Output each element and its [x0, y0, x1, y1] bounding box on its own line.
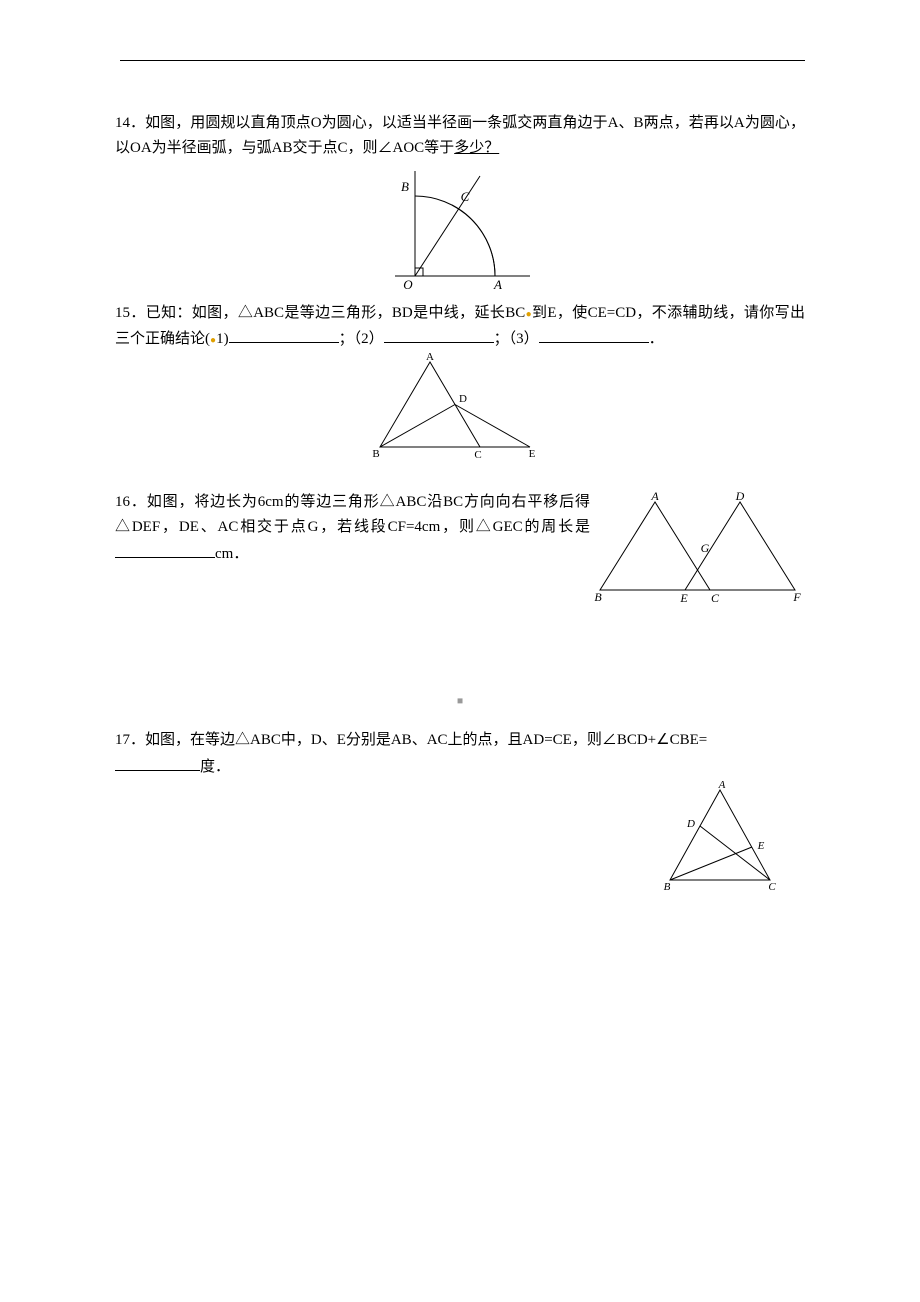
q15-label-b: B: [372, 448, 379, 460]
q16-label-a: A: [650, 490, 659, 503]
q14-diagram-wrapper: O A B C: [115, 161, 805, 291]
q14-label-a: A: [493, 277, 502, 291]
question-15: 15．已知：如图，△ABC是等边三角形，BD是中线，延长BC●到E，使CE=CD…: [115, 301, 805, 463]
q16-label-d: D: [735, 490, 745, 503]
q14-label-c: C: [461, 189, 470, 204]
q17-label-d: D: [686, 818, 695, 830]
q15-label-d: D: [459, 393, 467, 405]
q15-semi2: ；: [494, 331, 509, 347]
q15-diagram-wrapper: A B C D E: [115, 352, 805, 462]
q17-blank: [115, 753, 200, 771]
q15-semi1: ；: [339, 331, 354, 347]
page-content: 14．如图，用圆规以直角顶点O为圆心，以适当半径画一条弧交两直角边于A、B两点，…: [0, 0, 920, 1155]
q16-number: 16．: [115, 494, 147, 510]
q17-label-e: E: [757, 840, 765, 852]
q16-body-a: 如图，将边长为6cm的等边三角形△ABC沿BC方向向右平移后得△DEF，DE、A…: [115, 494, 590, 535]
q15-blank2: [384, 325, 494, 343]
q17-diagram: A B C D E: [655, 780, 795, 900]
q17-label-a: A: [718, 780, 726, 791]
q15-body-a: 已知：如图，△ABC是等边三角形，BD是中线，延长BC: [146, 305, 526, 321]
header-rule: [120, 60, 805, 61]
q15-number: 15．: [115, 305, 146, 321]
q15-label-c: C: [474, 449, 481, 461]
q15-label-e: E: [529, 448, 536, 460]
q17-diagram-wrapper: A B C D E: [115, 780, 805, 900]
q15-blank3: [539, 325, 649, 343]
q16-label-c: C: [711, 591, 720, 605]
q15-blank1: [229, 325, 339, 343]
question-14: 14．如图，用圆规以直角顶点O为圆心，以适当半径画一条弧交两直角边于A、B两点，…: [115, 111, 805, 291]
q16-blank: [115, 540, 215, 558]
q17-unit: 度．: [200, 759, 230, 775]
q15-diagram: A B C D E: [370, 352, 550, 462]
q15-text: 15．已知：如图，△ABC是等边三角形，BD是中线，延长BC●到E，使CE=CD…: [115, 301, 805, 353]
q15-p1b: 1): [216, 331, 229, 347]
q16-diagram: A D B E C F G: [590, 490, 805, 605]
question-16: 16．如图，将边长为6cm的等边三角形△ABC沿BC方向向右平移后得△DEF，D…: [115, 490, 805, 718]
q17-number: 17．: [115, 732, 145, 748]
q16-label-b: B: [594, 590, 602, 604]
q17-label-b: B: [664, 881, 671, 893]
q15-dot-icon: ●: [525, 309, 532, 320]
q15-p2: （2）: [354, 331, 384, 347]
q14-body-b: 多少？: [454, 140, 499, 156]
q14-text: 14．如图，用圆规以直角顶点O为圆心，以适当半径画一条弧交两直角边于A、B两点，…: [115, 111, 805, 161]
q16-label-g: G: [701, 541, 710, 555]
question-17: 17．如图，在等边△ABC中，D、E分别是AB、AC上的点，且AD=CE，则∠B…: [115, 728, 805, 900]
q14-number: 14．: [115, 115, 145, 131]
center-dot-icon: ▪: [115, 685, 805, 718]
q15-label-a: A: [426, 352, 434, 363]
q14-diagram: O A B C: [380, 161, 540, 291]
q15-p3: （3）: [509, 331, 539, 347]
q14-label-b: B: [401, 179, 409, 194]
q17-text: 17．如图，在等边△ABC中，D、E分别是AB、AC上的点，且AD=CE，则∠B…: [115, 728, 805, 780]
q16-unit: cm．: [215, 546, 248, 562]
q16-text: 16．如图，将边长为6cm的等边三角形△ABC沿BC方向向右平移后得△DEF，D…: [115, 490, 590, 566]
q16-label-f: F: [792, 590, 801, 604]
q16-label-e: E: [679, 591, 688, 605]
q14-label-o: O: [403, 277, 413, 291]
q15-period: ．: [649, 331, 664, 347]
q17-body-a: 如图，在等边△ABC中，D、E分别是AB、AC上的点，且AD=CE，则∠BCD+…: [145, 732, 707, 748]
q17-label-c: C: [768, 881, 776, 893]
